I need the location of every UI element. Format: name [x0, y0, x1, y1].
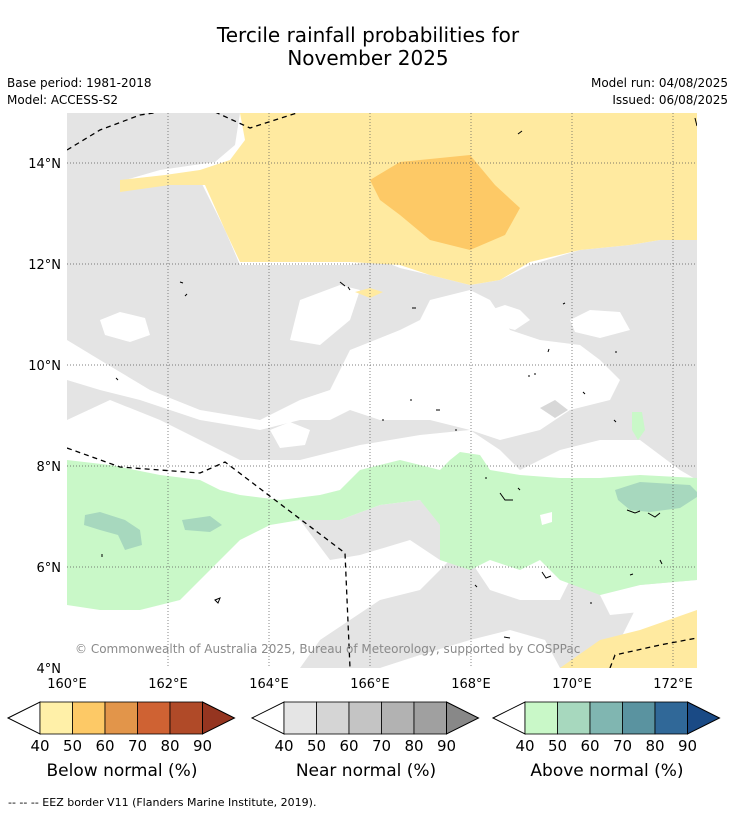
lat-tick-12: 12°N	[28, 258, 61, 273]
above-normal-colorbar-tick: 60	[580, 737, 599, 755]
model-name: Model: ACCESS-S2	[7, 93, 119, 107]
base-period: Base period: 1981-2018	[7, 76, 152, 90]
near-normal-colorbar-tick: 80	[404, 737, 423, 755]
near-normal-colorbar-bin	[413, 701, 447, 735]
above-normal-colorbar-tick: 80	[645, 737, 664, 755]
above-normal-colorbar: 40 50 60 70 80 90	[491, 701, 721, 755]
above-normal-colorbar-tick: 70	[613, 737, 632, 755]
lon-tick-166: 166°E	[350, 677, 390, 692]
below-normal-legend-label: Below normal (%)	[46, 761, 198, 781]
below-normal-colorbar-tick: 80	[160, 737, 179, 755]
lon-tick-168: 168°E	[451, 677, 491, 692]
above-normal-colorbar-low-extend	[491, 701, 526, 735]
below-normal-colorbar-bin	[169, 701, 203, 735]
above-normal-colorbar-tick: 90	[678, 737, 697, 755]
above-normal-legend-label: Above normal (%)	[530, 761, 684, 781]
model-run: Model run: 04/08/2025	[590, 76, 728, 90]
below-normal-40-patch	[355, 288, 383, 298]
title-line-1: Tercile rainfall probabilities for	[216, 23, 520, 47]
below-normal-colorbar-bin	[104, 701, 138, 735]
below-normal-colorbar-tick: 40	[30, 737, 49, 755]
near-normal-colorbar-bin	[348, 701, 382, 735]
above-normal-colorbar-bin	[589, 701, 623, 735]
no-signal-patch	[540, 512, 552, 525]
below-normal-50-region	[370, 155, 520, 250]
near-normal-50-patch	[540, 400, 568, 418]
above-normal-40-patch	[632, 412, 645, 440]
below-normal-colorbar-tick: 60	[95, 737, 114, 755]
lon-tick-164: 164°E	[249, 677, 289, 692]
eez-footnote: -- -- -- EEZ border V11 (Flanders Marine…	[8, 796, 317, 809]
lat-tick-10: 10°N	[28, 359, 61, 374]
near-normal-colorbar-tick: 50	[307, 737, 326, 755]
near-normal-colorbar-bin	[316, 701, 350, 735]
lat-tick-6: 6°N	[37, 561, 62, 576]
near-normal-colorbar-low-extend	[250, 701, 285, 735]
lon-tick-160: 160°E	[47, 677, 87, 692]
colorbars: 40 50 60 70 80 90 40 50 60 70 80 90 40 50 60 70 80 90	[6, 701, 721, 755]
near-normal-colorbar-bin	[283, 701, 317, 735]
above-normal-50-region-east	[615, 482, 697, 512]
above-normal-colorbar-high-extend	[687, 701, 721, 735]
lat-tick-8: 8°N	[37, 460, 62, 475]
eez-border	[67, 113, 697, 668]
islands	[101, 117, 697, 639]
lat-tick-4: 4°N	[37, 662, 62, 677]
below-normal-40-patch-south	[560, 610, 697, 668]
near-normal-colorbar-tick: 60	[339, 737, 358, 755]
axis-labels: 160°E 162°E 164°E 166°E 168°E 170°E 172°…	[28, 157, 693, 692]
near-normal-colorbar-tick: 70	[372, 737, 391, 755]
near-normal-colorbar-tick: 40	[274, 737, 293, 755]
below-normal-colorbar-tick: 90	[193, 737, 212, 755]
above-normal-colorbar-bin	[524, 701, 558, 735]
above-normal-colorbar-tick: 40	[515, 737, 534, 755]
near-normal-colorbar-high-extend	[446, 701, 480, 735]
lon-tick-170: 170°E	[552, 677, 592, 692]
near-normal-legend-label: Near normal (%)	[295, 761, 437, 781]
below-normal-colorbar-high-extend	[202, 701, 236, 735]
copyright-text: © Commonwealth of Australia 2025, Bureau…	[75, 642, 580, 656]
above-normal-colorbar-bin	[654, 701, 688, 735]
below-normal-colorbar-bin	[137, 701, 171, 735]
near-normal-colorbar-tick: 90	[437, 737, 456, 755]
above-normal-colorbar-bin	[557, 701, 591, 735]
below-normal-colorbar-bin	[39, 701, 73, 735]
below-normal-colorbar-low-extend	[6, 701, 41, 735]
lat-tick-14: 14°N	[28, 157, 61, 172]
below-normal-colorbar-tick: 50	[63, 737, 82, 755]
lon-tick-172: 172°E	[653, 677, 693, 692]
title-line-2: November 2025	[287, 46, 449, 70]
above-normal-colorbar-bin	[622, 701, 656, 735]
near-normal-colorbar-bin	[381, 701, 415, 735]
near-normal-colorbar: 40 50 60 70 80 90	[250, 701, 480, 755]
issued-date: Issued: 06/08/2025	[612, 93, 728, 107]
below-normal-colorbar: 40 50 60 70 80 90	[6, 701, 236, 755]
lon-tick-162: 162°E	[148, 677, 188, 692]
above-normal-50-region-central	[182, 516, 222, 532]
below-normal-colorbar-bin	[72, 701, 106, 735]
graticule	[67, 113, 697, 668]
map-plot-area: © Commonwealth of Australia 2025, Bureau…	[67, 113, 697, 668]
above-normal-colorbar-tick: 50	[548, 737, 567, 755]
below-normal-colorbar-tick: 70	[128, 737, 147, 755]
above-normal-40-region	[67, 452, 697, 610]
above-normal-50-region-west	[84, 512, 142, 550]
